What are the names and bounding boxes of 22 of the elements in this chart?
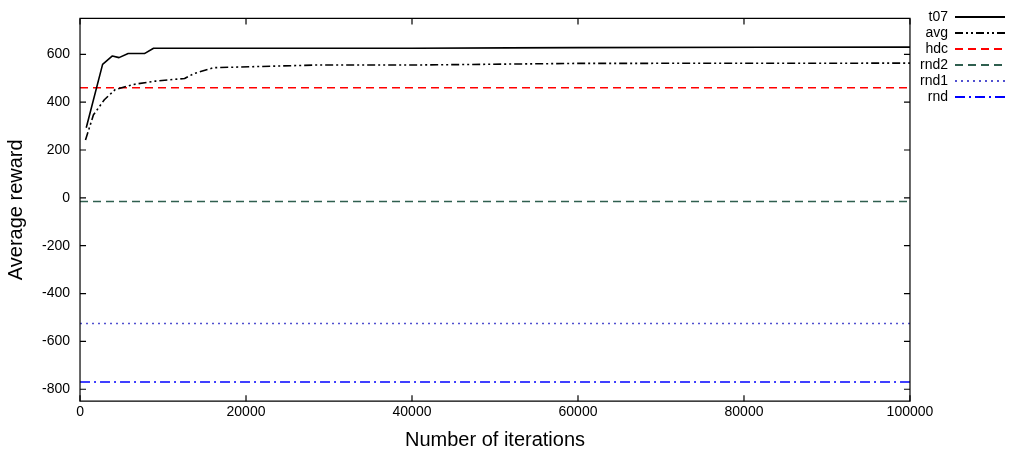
- x-tick-label: 40000: [392, 403, 432, 420]
- y-axis-title: Average reward: [3, 139, 26, 281]
- x-tick-label: 100000: [886, 403, 934, 420]
- x-tick-label: 20000: [226, 403, 266, 420]
- x-tick-label: 60000: [558, 403, 598, 420]
- legend-label: rnd2: [919, 55, 949, 72]
- legend-label: hdc: [925, 39, 948, 56]
- x-tick-label: 80000: [724, 403, 764, 420]
- x-tick-label: 0: [76, 403, 85, 420]
- legend-label: rnd: [927, 87, 948, 104]
- y-tick-label: 600: [46, 45, 71, 62]
- y-tick-label: -800: [41, 380, 71, 397]
- y-tick-label: 400: [46, 93, 71, 109]
- y-tick-label: 200: [46, 140, 71, 157]
- x-axis-title: Number of iterations: [404, 427, 586, 450]
- legend-label: t07: [928, 7, 949, 24]
- y-tick-label: 0: [62, 188, 71, 205]
- y-tick-label: -600: [41, 332, 71, 349]
- y-tick-label: -400: [41, 284, 71, 301]
- legend-label: rnd1: [919, 71, 949, 88]
- y-tick-label: -200: [41, 236, 71, 253]
- legend-label: avg: [925, 23, 948, 40]
